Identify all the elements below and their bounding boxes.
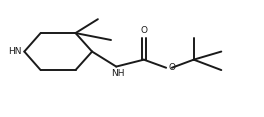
Text: NH: NH xyxy=(111,69,124,79)
Text: O: O xyxy=(140,26,147,35)
Text: O: O xyxy=(168,63,175,72)
Text: HN: HN xyxy=(8,47,21,56)
